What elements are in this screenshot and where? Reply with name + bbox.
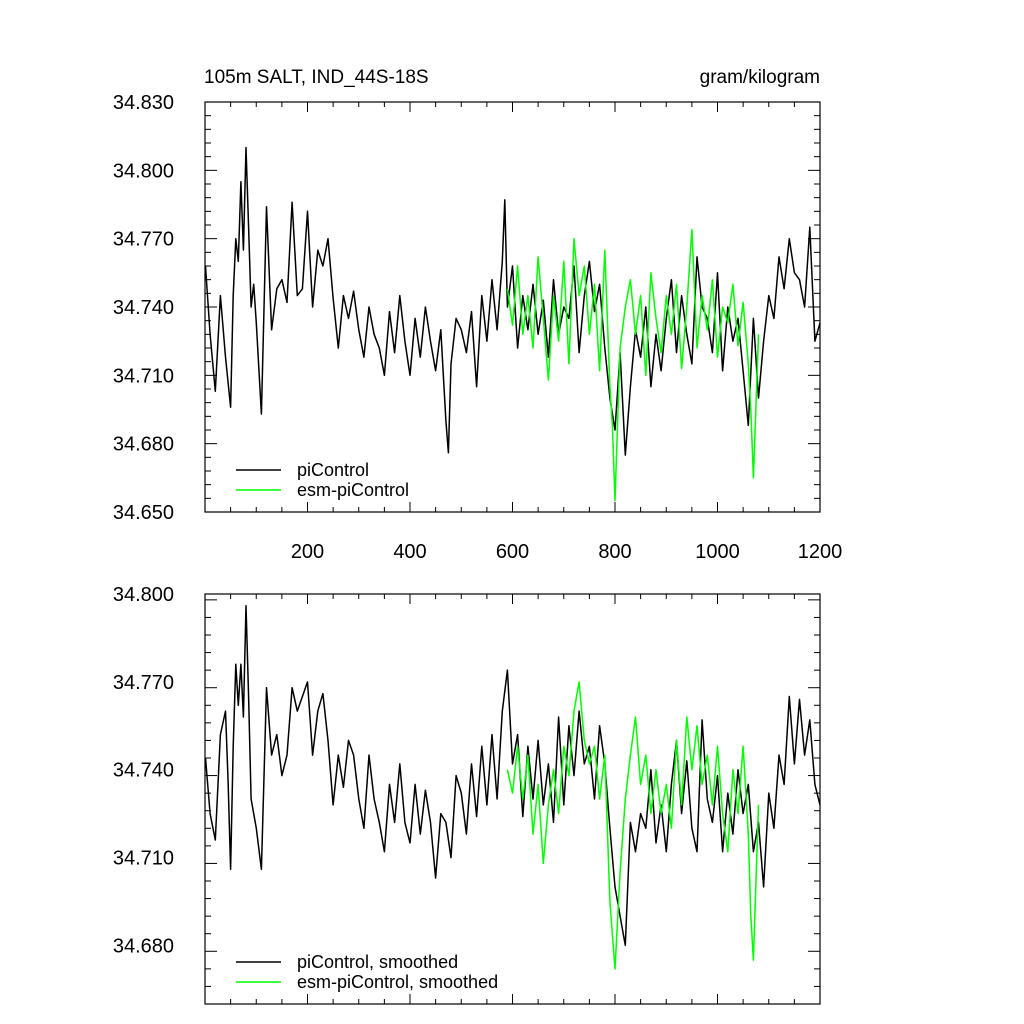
bottom-y-tick-label: 34.680 xyxy=(113,935,174,957)
top-x-tick-label: 1000 xyxy=(695,541,740,563)
top-y-tick-label: 34.770 xyxy=(113,229,174,251)
legend-label-esm-picontrol: esm-piControl xyxy=(297,480,409,500)
top-x-tick-label: 600 xyxy=(496,541,529,563)
top-x-axis: 200 400 600 800 1000 1200 xyxy=(291,541,842,563)
bottom-y-tick-label: 34.710 xyxy=(113,848,174,870)
top-panel-units: gram/kilogram xyxy=(700,67,820,88)
bottom-y-tick-label: 34.800 xyxy=(113,584,174,606)
legend-label-esm-picontrol-smoothed: esm-piControl, smoothed xyxy=(297,972,498,992)
bottom-legend: piControl, smoothed esm-piControl, smoot… xyxy=(236,952,498,992)
top-y-tick-label: 34.650 xyxy=(113,502,174,524)
top-axis-ticks xyxy=(205,101,821,513)
bottom-series-line-esm-picontrol-smoothed xyxy=(506,681,760,970)
top-panel-title: 105m SALT, IND_44S-18S xyxy=(204,67,429,88)
top-x-tick-label: 200 xyxy=(291,541,324,563)
top-series-line-esm-picontrol xyxy=(506,228,760,502)
top-y-tick-label: 34.740 xyxy=(113,297,174,319)
top-panel: 105m SALT, IND_44S-18S gram/kilogram 34.… xyxy=(113,67,842,563)
top-y-tick-label: 34.680 xyxy=(113,434,174,456)
bottom-y-tick-label: 34.770 xyxy=(113,672,174,694)
top-y-axis: 34.650 34.680 34.710 34.740 34.770 34.800 34.8… xyxy=(113,92,174,524)
bottom-axis-ticks xyxy=(205,594,821,1005)
top-x-tick-label: 1200 xyxy=(798,541,843,563)
top-y-tick-label: 34.800 xyxy=(113,160,174,182)
top-y-tick-label: 34.830 xyxy=(113,92,174,114)
bottom-series-line-picontrol-smoothed xyxy=(204,604,821,947)
bottom-y-axis: 34.680 34.710 34.740 34.770 34.800 xyxy=(113,584,174,957)
top-x-tick-label: 400 xyxy=(393,541,426,563)
bottom-panel: 34.680 34.710 34.740 34.770 34.800 piControl… xyxy=(113,584,821,1005)
bottom-series-group xyxy=(204,604,821,970)
top-y-tick-label: 34.710 xyxy=(113,365,174,387)
bottom-y-tick-label: 34.740 xyxy=(113,760,174,782)
legend-label-picontrol: piControl xyxy=(297,460,369,480)
legend-label-picontrol-smoothed: piControl, smoothed xyxy=(297,952,458,972)
top-series-line-picontrol xyxy=(204,146,821,456)
top-legend: piControl esm-piControl xyxy=(236,460,409,500)
top-x-tick-label: 800 xyxy=(598,541,631,563)
top-series-group xyxy=(204,146,821,502)
